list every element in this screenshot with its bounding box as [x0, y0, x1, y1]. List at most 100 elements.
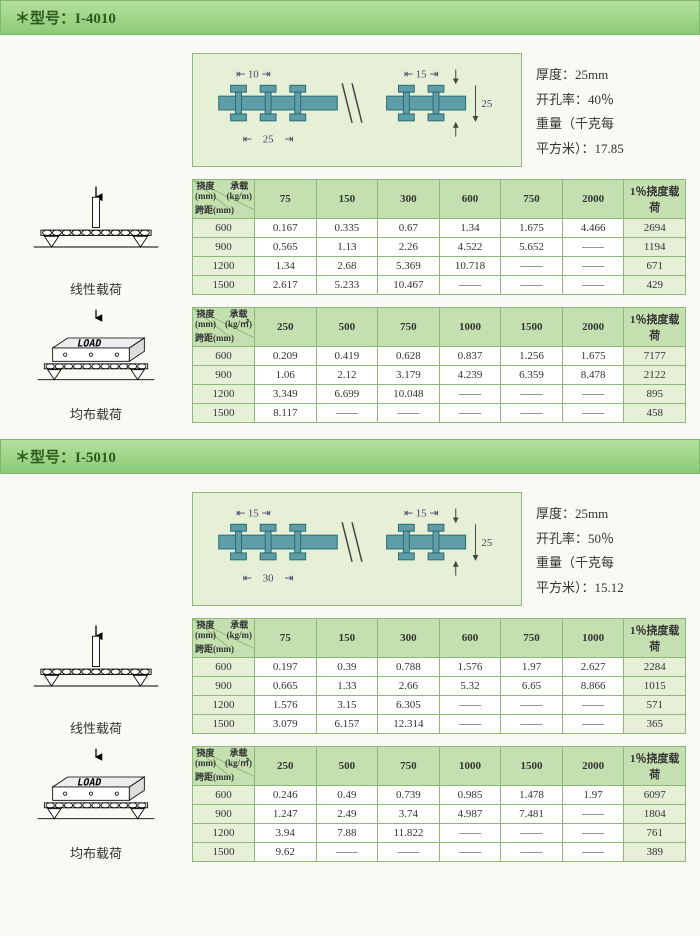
cell: 1194 [624, 238, 686, 257]
cell: 10.467 [378, 276, 440, 295]
cell: 5.32 [439, 677, 501, 696]
cell: —— [501, 843, 563, 862]
cell: 8.866 [562, 677, 624, 696]
svg-text:25: 25 [481, 98, 492, 110]
cell: 1.247 [255, 805, 317, 824]
cell: —— [501, 824, 563, 843]
uniform-load-label: 均布载荷 [14, 843, 178, 862]
col-header: 1％挠度载荷 [624, 180, 686, 219]
cell: —— [562, 843, 624, 862]
row-header: 1500 [193, 404, 255, 423]
svg-text:⇤ 30 ⇥: ⇤ 30 ⇥ [243, 573, 294, 585]
cell: 1.675 [501, 219, 563, 238]
profile-diagram: ⇤ 10 ⇥ ⇤ 15 ⇥ 25 ⇤ 25 ⇥ [192, 53, 522, 167]
spec-text: 厚度：25mm开孔率：40％重量（千克每平方米）：17.85 [536, 53, 686, 162]
cell: —— [501, 715, 563, 734]
col-header: 250 [255, 308, 317, 347]
uniform-load-label: 均布载荷 [14, 404, 178, 423]
svg-text:⇤ 15 ⇥: ⇤ 15 ⇥ [404, 68, 439, 80]
cell: 1015 [624, 677, 686, 696]
row-header: 600 [193, 786, 255, 805]
cell: 3.94 [255, 824, 317, 843]
col-header: 250 [255, 747, 317, 786]
cell: 8.478 [562, 366, 624, 385]
cell: —— [501, 385, 563, 404]
cell: 6.305 [378, 696, 440, 715]
row-header: 600 [193, 219, 255, 238]
cell: 2694 [624, 219, 686, 238]
cell: —— [562, 276, 624, 295]
cell: —— [562, 238, 624, 257]
col-header: 75 [255, 180, 317, 219]
cell: 1.576 [439, 658, 501, 677]
cell: 0.67 [378, 219, 440, 238]
cell: 0.628 [378, 347, 440, 366]
cell: 8.117 [255, 404, 317, 423]
col-header: 1000 [439, 308, 501, 347]
cell: 1.06 [255, 366, 317, 385]
model-section: 线性载荷 LOAD 均布载荷 [0, 35, 700, 439]
cell: 10.718 [439, 257, 501, 276]
cell: 1.33 [316, 677, 378, 696]
col-header: 600 [439, 180, 501, 219]
cell: —— [316, 404, 378, 423]
col-header: 1％挠度载荷 [624, 747, 686, 786]
col-header: 1000 [439, 747, 501, 786]
cell: —— [562, 715, 624, 734]
cell: 2.68 [316, 257, 378, 276]
col-header: 150 [316, 180, 378, 219]
cell: 1.34 [255, 257, 317, 276]
cell: 2122 [624, 366, 686, 385]
model-section: 线性载荷 LOAD 均布载荷 [0, 474, 700, 878]
cell: —— [439, 696, 501, 715]
model-title-bar: ＊型号：I-4010 [0, 0, 700, 35]
cell: —— [562, 696, 624, 715]
col-header: 300 [378, 619, 440, 658]
cell: —— [501, 696, 563, 715]
col-header: 500 [316, 747, 378, 786]
cell: 4.239 [439, 366, 501, 385]
cell: 5.369 [378, 257, 440, 276]
col-header: 2000 [562, 747, 624, 786]
row-header: 900 [193, 805, 255, 824]
cell: 12.314 [378, 715, 440, 734]
uniform-load-icon: LOAD [14, 308, 178, 392]
cell: —— [562, 824, 624, 843]
cell: 7.88 [316, 824, 378, 843]
cell: 3.179 [378, 366, 440, 385]
row-header: 1200 [193, 696, 255, 715]
cell: —— [378, 404, 440, 423]
cell: 0.39 [316, 658, 378, 677]
col-header: 750 [501, 619, 563, 658]
cell: 1.256 [501, 347, 563, 366]
svg-text:⇤ 10 ⇥: ⇤ 10 ⇥ [236, 68, 271, 80]
cell: —— [501, 257, 563, 276]
cell: 0.335 [316, 219, 378, 238]
cell: —— [439, 385, 501, 404]
cell: 7.481 [501, 805, 563, 824]
cell: —— [562, 257, 624, 276]
cell: 1.13 [316, 238, 378, 257]
cell: 895 [624, 385, 686, 404]
svg-text:⇤ 15 ⇥: ⇤ 15 ⇥ [404, 507, 439, 519]
cell: 365 [624, 715, 686, 734]
col-header: 1500 [501, 747, 563, 786]
cell: 3.349 [255, 385, 317, 404]
uniform-load-table: 挠度(mm) 承载(kg/㎡) 跨距(mm) 25050075010001500… [192, 307, 686, 423]
cell: 0.209 [255, 347, 317, 366]
cell: 4.987 [439, 805, 501, 824]
row-header: 1200 [193, 385, 255, 404]
cell: 6097 [624, 786, 686, 805]
svg-text:25: 25 [481, 537, 492, 549]
cell: —— [562, 385, 624, 404]
cell: 1.576 [255, 696, 317, 715]
col-header: 1％挠度载荷 [624, 308, 686, 347]
cell: —— [439, 715, 501, 734]
row-header: 1500 [193, 715, 255, 734]
cell: —— [501, 404, 563, 423]
row-header: 900 [193, 366, 255, 385]
cell: 2.627 [562, 658, 624, 677]
cell: 429 [624, 276, 686, 295]
cell: —— [562, 805, 624, 824]
cell: 6.699 [316, 385, 378, 404]
